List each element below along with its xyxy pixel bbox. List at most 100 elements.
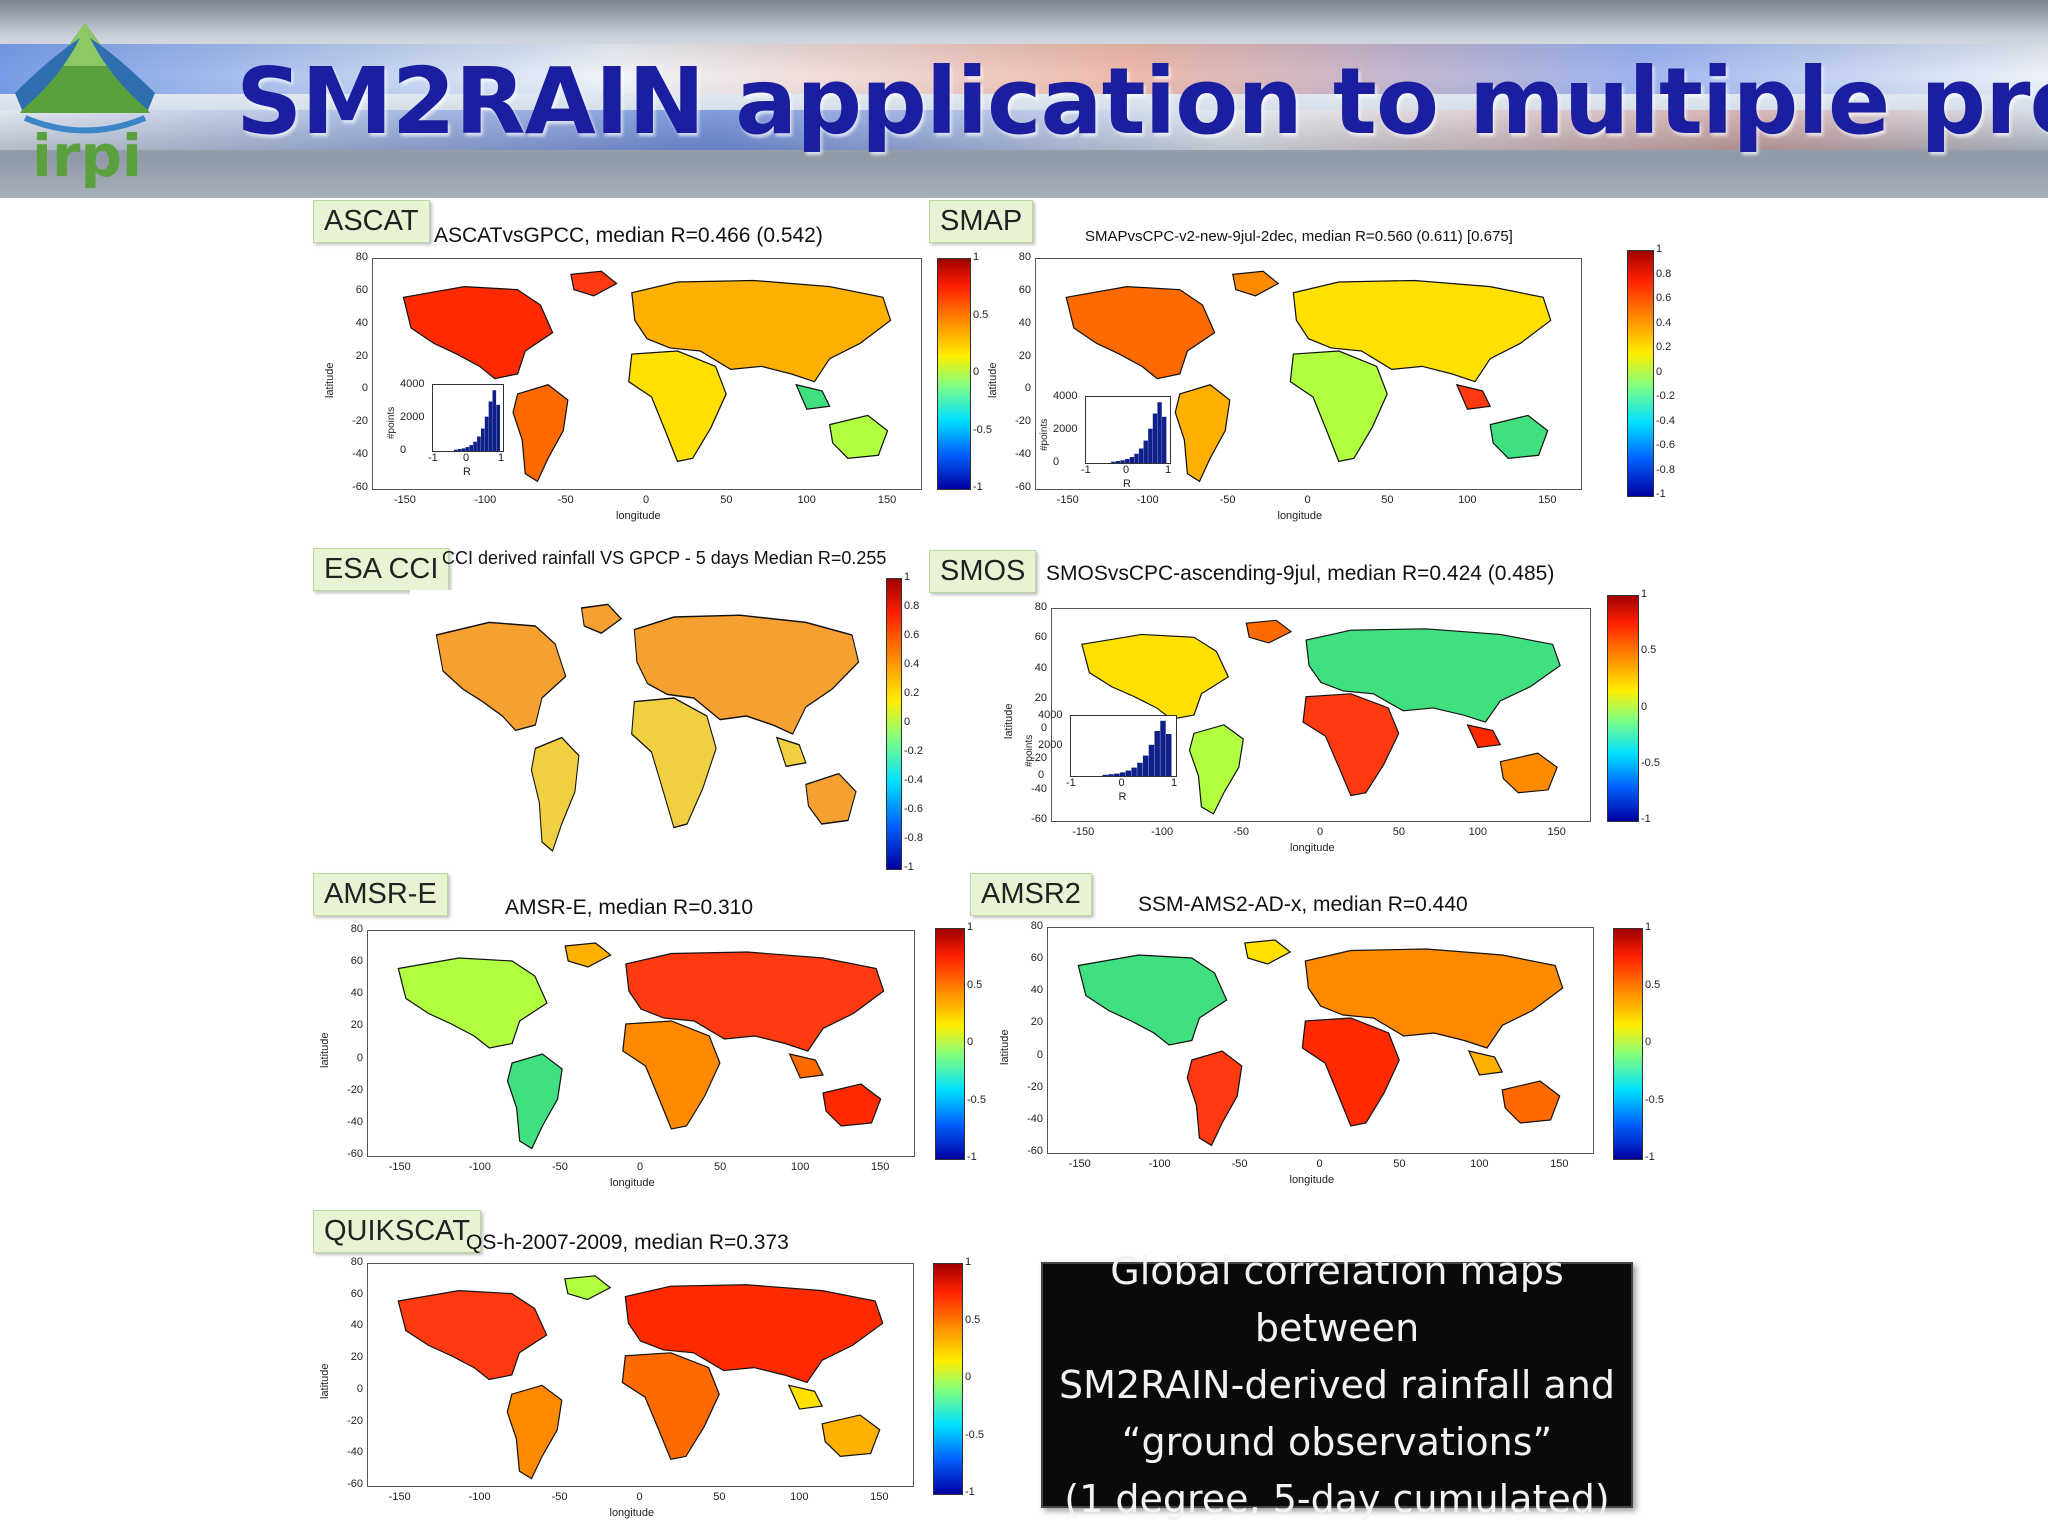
continent-shape — [821, 1414, 881, 1458]
continent-shape — [1305, 628, 1561, 723]
inset-x-label: R — [1123, 478, 1131, 490]
panel-title: ASCATvsGPCC, median R=0.466 (0.542) — [434, 224, 823, 247]
x-tick-label: 100 — [1470, 1158, 1489, 1170]
continent-shape — [622, 1020, 721, 1130]
panel-tag: AMSR2 — [970, 873, 1092, 916]
x-axis-label: longitude — [1290, 842, 1335, 854]
y-tick-label: 20 — [350, 1351, 363, 1364]
inset-y-tick: 4000 — [1053, 390, 1078, 402]
y-tick-label: -40 — [1031, 782, 1047, 795]
header-streak — [0, 44, 2048, 94]
continent-shape — [1232, 270, 1280, 297]
colorbar — [1627, 250, 1654, 497]
continent-shape — [1292, 279, 1552, 383]
x-tick-label: 50 — [713, 1161, 727, 1173]
histogram-bar — [1111, 461, 1116, 463]
continent-shape — [621, 1352, 720, 1461]
colorbar-tick-label: 1 — [965, 1256, 972, 1268]
colorbar-tick-label: -0.5 — [965, 1428, 984, 1441]
histogram-bar — [1160, 720, 1166, 776]
colorbar-tick-label: 1 — [967, 921, 974, 933]
inset-y-tick: 2000 — [400, 411, 425, 423]
x-axis-label: longitude — [1289, 1174, 1335, 1186]
panel-title: AMSR-E, median R=0.310 — [505, 896, 754, 919]
continent-shape — [788, 1053, 824, 1079]
x-tick-label: 150 — [1547, 826, 1566, 838]
histogram-bar — [1166, 734, 1172, 776]
y-tick-label: 80 — [1034, 601, 1047, 613]
histogram-bar — [1120, 460, 1125, 463]
inset-y-tick: 4000 — [1038, 709, 1063, 721]
svg-text:irpi: irpi — [32, 122, 142, 188]
x-tick-label: 150 — [1538, 494, 1557, 506]
x-tick-label: -150 — [1056, 494, 1079, 506]
continent-shape — [1245, 619, 1293, 644]
colorbar-tick-label: -1 — [973, 481, 983, 493]
histogram-bar — [1114, 773, 1120, 776]
continent-shape — [1466, 724, 1502, 749]
colorbar-tick-label: -0.8 — [904, 832, 923, 844]
y-tick-label: 80 — [1030, 920, 1043, 932]
histogram-bar — [465, 447, 470, 451]
inset-x-label: R — [463, 466, 471, 478]
y-tick-label: -40 — [1027, 1112, 1043, 1125]
panel-title: SSM-AMS2-AD-x, median R=0.440 — [1138, 893, 1468, 916]
inset-x-tick: 0 — [1118, 777, 1125, 789]
y-tick-label: 80 — [350, 1256, 363, 1268]
continent-shape — [787, 1384, 824, 1410]
continent-shape — [625, 951, 885, 1052]
correlation-map — [372, 258, 922, 490]
colorbar-tick-label: -1 — [1645, 1151, 1655, 1163]
histogram-bar — [461, 448, 466, 451]
y-tick-label: 60 — [350, 1287, 363, 1300]
x-axis-label: longitude — [609, 1507, 655, 1519]
caption-line: (1 degree, 5-day cumulated) — [1064, 1476, 1610, 1521]
inset-x-label: R — [1118, 791, 1127, 803]
colorbar-tick-label: 0 — [1656, 365, 1663, 378]
colorbar-tick-label: -1 — [1641, 813, 1651, 825]
panel-title: SMOSvsCPC-ascending-9jul, median R=0.424… — [1046, 562, 1555, 585]
y-tick-label: -20 — [347, 1414, 363, 1427]
colorbar-tick-label: 1 — [973, 251, 980, 263]
y-tick-label: 60 — [355, 283, 368, 296]
colorbar-tick-label: -0.5 — [1645, 1093, 1664, 1106]
colorbar-tick-label: -1 — [965, 1486, 975, 1498]
histogram-bar — [484, 416, 489, 451]
continent-shape — [633, 614, 860, 735]
x-tick-label: 50 — [713, 1491, 726, 1503]
y-tick-label: 20 — [1018, 349, 1031, 362]
continent-shape — [775, 736, 807, 768]
x-tick-label: -100 — [474, 494, 497, 506]
correlation-map — [367, 1263, 914, 1487]
continent-shape — [570, 270, 618, 297]
continent-shape — [1302, 693, 1400, 797]
histogram-bar — [1143, 440, 1148, 463]
inset-y-tick: 0 — [400, 444, 407, 456]
x-tick-label: -50 — [1233, 826, 1250, 838]
y-tick-label: 60 — [350, 955, 363, 968]
y-tick-label: 20 — [1034, 691, 1047, 704]
histogram-bar — [1157, 402, 1162, 463]
continent-shape — [402, 285, 554, 380]
correlation-map — [410, 590, 885, 860]
colorbar-tick-label: 0 — [965, 1371, 972, 1383]
y-tick-label: 60 — [1030, 952, 1043, 965]
colorbar-tick-label: 0 — [1645, 1036, 1652, 1048]
histogram-inset — [432, 384, 504, 452]
continent-shape — [1455, 383, 1492, 410]
inset-y-tick: 2000 — [1053, 423, 1078, 435]
continent-shape — [1289, 350, 1388, 463]
histogram-inset — [1070, 715, 1177, 777]
panel-title: SMAPvsCPC-v2-new-9jul-2dec, median R=0.5… — [1085, 228, 1513, 245]
y-tick-label: 40 — [355, 316, 368, 329]
continent-shape — [628, 350, 727, 463]
histogram-bar — [1129, 457, 1135, 463]
inset-x-tick: 1 — [498, 452, 505, 464]
x-tick-label: 100 — [1468, 826, 1487, 838]
histogram-bar — [1102, 774, 1108, 776]
colorbar-tick-label: -0.4 — [1656, 414, 1675, 427]
continent-shape — [631, 279, 892, 383]
inset-x-tick: 0 — [463, 452, 470, 464]
continent-shape — [1244, 939, 1292, 965]
x-tick-label: 150 — [877, 494, 897, 506]
